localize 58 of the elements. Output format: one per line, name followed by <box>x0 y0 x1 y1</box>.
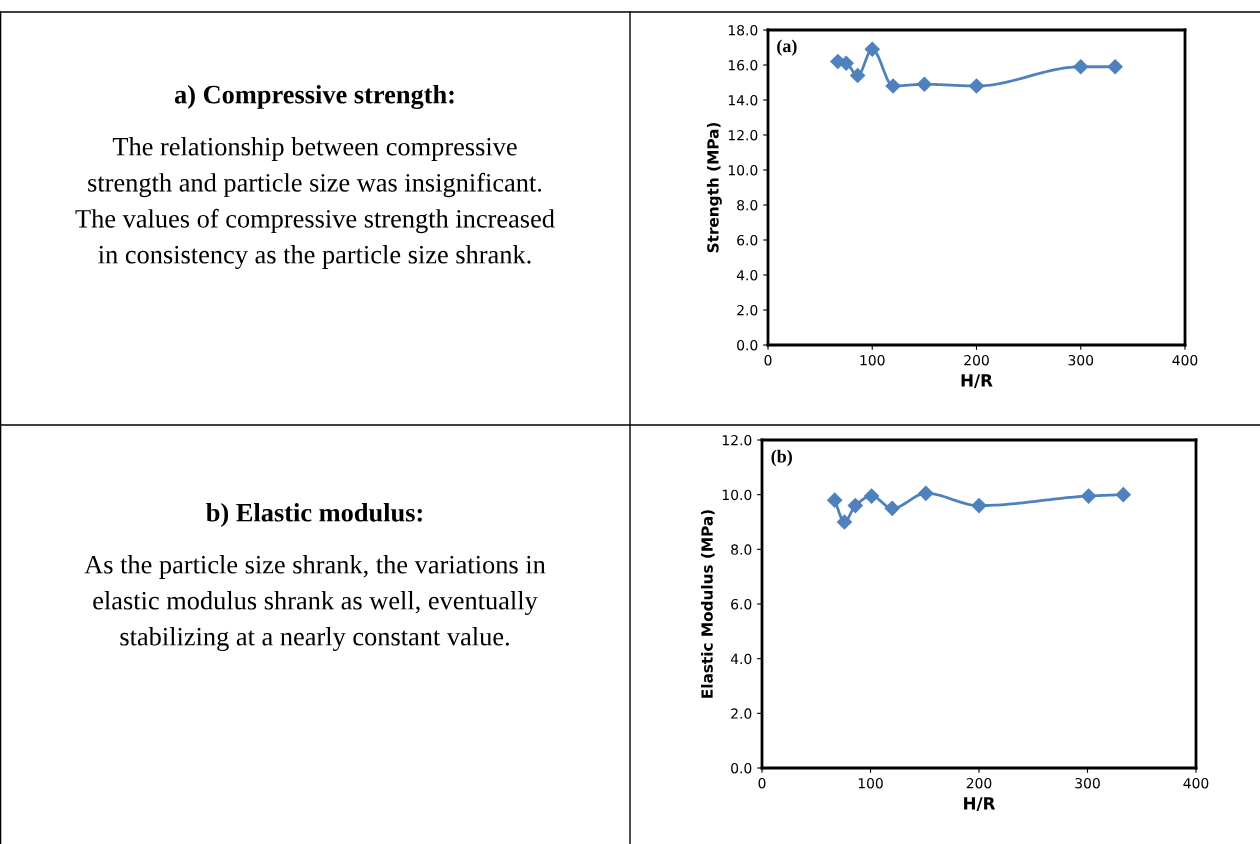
y-tick-label: 10.0 <box>728 164 758 176</box>
text: The values of compressive strength increased <box>75 208 555 234</box>
y-tick-label: 14.0 <box>728 94 758 106</box>
y-axis-title: Strength (MPa) <box>706 122 722 253</box>
point <box>971 498 987 514</box>
y-tick-label: 12.0 <box>722 434 752 446</box>
y-tick-label: 0.0 <box>731 762 752 774</box>
x-tick-label: 400 <box>1183 777 1209 789</box>
y-tick-label: 8.0 <box>737 199 758 211</box>
point <box>1081 488 1097 504</box>
point <box>827 492 843 508</box>
text: b) Elastic modulus: <box>206 503 422 527</box>
y-tick-label: 6.0 <box>737 234 758 246</box>
point <box>968 78 985 94</box>
x-tick-label: 0 <box>764 354 772 366</box>
x-tick-label: 200 <box>964 354 989 366</box>
x-tick-label: 300 <box>1075 777 1100 789</box>
annotation: (a) <box>777 39 797 56</box>
x-tick-label: 100 <box>858 777 883 789</box>
y-tick-label: 0.0 <box>737 339 758 351</box>
y-axis-title: Elastic Modulus (MPa) <box>701 510 715 698</box>
point <box>850 67 866 84</box>
y-tick-label: 2.0 <box>737 304 758 316</box>
point <box>1073 59 1089 75</box>
point <box>836 514 853 530</box>
annotation: (b) <box>771 449 792 467</box>
y-tick-label: 4.0 <box>736 269 758 281</box>
point <box>847 498 863 514</box>
point <box>864 41 880 57</box>
text: stabilizing at a nearly constant value. <box>120 627 509 651</box>
text: As the particle size shrank, the variations in <box>84 555 546 579</box>
x-tick-label: 200 <box>966 777 992 789</box>
x-axis-title: H/R <box>961 374 993 388</box>
x-tick-label: 400 <box>1172 354 1198 366</box>
y-tick-label: 6.0 <box>731 598 752 610</box>
x-tick-label: 100 <box>860 354 885 366</box>
point <box>885 78 901 94</box>
y-tick-label: 18.0 <box>728 24 758 36</box>
x-axis-title: H/R <box>964 797 996 811</box>
text: strength and particle size was insignificant. <box>88 172 542 198</box>
point <box>918 485 934 501</box>
point <box>1107 59 1123 75</box>
point <box>1115 487 1131 503</box>
x-tick-label: 300 <box>1068 354 1094 366</box>
point <box>884 500 900 516</box>
y-tick-label: 10.0 <box>722 489 752 501</box>
text: The relationship between compressive <box>112 137 517 161</box>
y-tick-label: 16.0 <box>728 59 758 71</box>
text: in consistency as the particle size shrank. <box>98 245 531 269</box>
y-tick-label: 4.0 <box>730 653 752 665</box>
text: a) Compressive strength: <box>174 84 454 110</box>
y-tick-label: 2.0 <box>731 708 752 719</box>
text: elastic modulus shrank as well, eventually <box>93 591 538 615</box>
y-tick-label: 12.0 <box>728 129 758 141</box>
point <box>864 488 880 504</box>
y-tick-label: 8.0 <box>731 544 752 555</box>
point <box>916 76 932 92</box>
x-tick-label: 0 <box>758 777 766 789</box>
